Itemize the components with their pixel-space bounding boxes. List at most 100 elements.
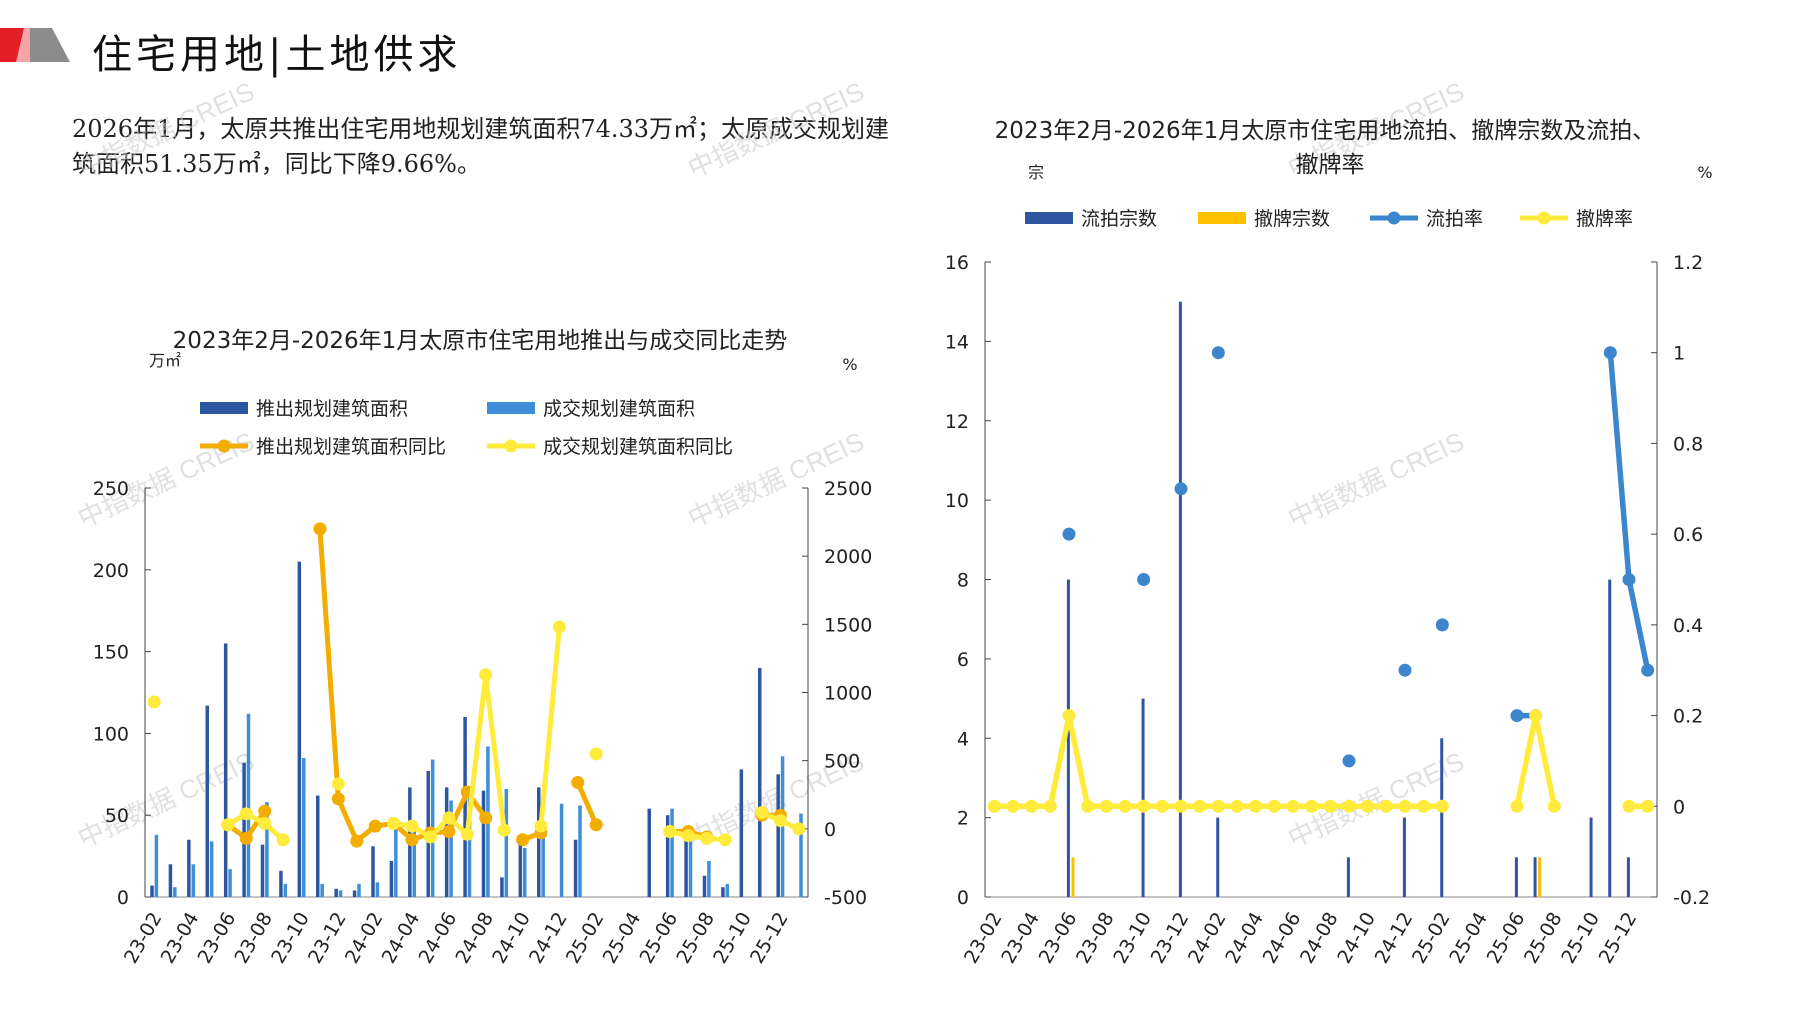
legend-swatch [1025, 212, 1073, 224]
y-tick-left-label: 200 [93, 560, 129, 582]
line-point-1-1 [1137, 799, 1151, 813]
legend-swatch-dot [1387, 211, 1401, 225]
line-point-1-0 [1603, 346, 1617, 360]
bar-0-1 [394, 818, 398, 897]
bar-1-0 [1178, 301, 1182, 897]
chart-title: 2023年2月-2026年1月太原市住宅用地推出与成交同比走势 [173, 328, 788, 354]
line-point-0-1 [755, 805, 769, 819]
line-point-1-1 [1249, 799, 1263, 813]
bar-0-0 [702, 875, 707, 897]
bar-0-0 [352, 890, 357, 897]
line-point-1-0 [1435, 618, 1449, 632]
chart-title: 2023年2月-2026年1月太原市住宅用地流拍、撤牌宗数及流拍、 [995, 118, 1656, 144]
bar-0-0 [647, 808, 652, 897]
line-point-1-0 [1641, 663, 1655, 677]
y-tick-right-label: 0.6 [1673, 524, 1703, 546]
line-point-1-1 [1529, 709, 1543, 723]
bar-0-0 [150, 885, 154, 897]
bar-0-0 [279, 870, 283, 897]
line-point-1-1 [1323, 799, 1337, 813]
y-tick-right-label: 0.8 [1673, 433, 1703, 455]
bar-0-0 [463, 717, 467, 897]
bar-0-0 [371, 846, 375, 897]
line-point-1-1 [1547, 799, 1561, 813]
line-point-1-1 [1305, 799, 1319, 813]
chart-title-line2: 撤牌率 [1296, 152, 1365, 178]
line-point-0-1 [221, 818, 235, 832]
legend-label: 推出规划建筑面积 [256, 398, 408, 420]
bar-1-1 [1071, 857, 1075, 897]
y-tick-left-label: 2 [957, 808, 969, 830]
line-segment-1-1 [1066, 712, 1091, 810]
line-point-1-1 [1510, 799, 1524, 813]
bar-0-1 [522, 847, 527, 897]
bar-0-0 [242, 762, 246, 897]
line-segment-1-0 [1626, 576, 1651, 673]
line-point-1-1 [1062, 709, 1076, 723]
y-tick-right-label: -0.2 [1673, 887, 1710, 909]
line-point-1-0 [1622, 573, 1636, 586]
bar-0-1 [320, 883, 324, 897]
y-tick-left-label: 250 [93, 478, 129, 500]
line-point-1-1 [1379, 799, 1393, 813]
line-point-1-0 [1510, 709, 1524, 723]
line-point-1-0 [1398, 663, 1412, 677]
line-point-0-0 [479, 811, 493, 825]
line-point-0-0 [331, 792, 345, 806]
y-tick-left-label: 4 [957, 728, 969, 750]
legend-swatch-dot [504, 439, 518, 453]
y-tick-left-label: 150 [93, 642, 129, 664]
legend-swatch-dot [1537, 211, 1551, 225]
line-point-1-1 [1211, 799, 1225, 813]
line-point-0-1 [479, 668, 493, 682]
line-point-1-1 [1361, 799, 1375, 813]
bar-0-0 [205, 705, 210, 897]
bar-0-0 [537, 787, 541, 897]
line-point-1-1 [1118, 799, 1132, 813]
line-segment-0-1 [464, 672, 489, 837]
line-point-0-1 [552, 620, 566, 634]
bar-1-0 [1514, 857, 1518, 897]
line-point-1-1 [1286, 799, 1300, 813]
line-point-0-1 [276, 833, 290, 847]
bar-0-0 [223, 643, 228, 897]
line-point-1-1 [1025, 799, 1039, 813]
bar-1-0 [1141, 698, 1145, 897]
line-point-0-0 [313, 522, 327, 536]
bar-1-0 [1533, 857, 1537, 897]
bar-0-0 [187, 839, 191, 897]
bar-0-0 [665, 815, 670, 897]
line-point-0-0 [368, 819, 382, 833]
bar-0-0 [721, 887, 725, 897]
line-point-1-1 [1641, 799, 1655, 813]
line-point-1-1 [1099, 799, 1113, 813]
bar-0-1 [283, 883, 288, 897]
y-tick-right-label: 1500 [824, 614, 872, 636]
legend-swatch [487, 402, 535, 414]
bar-1-0 [1066, 579, 1070, 897]
line-point-0-1 [663, 825, 677, 839]
y-tick-left-label: 8 [957, 570, 969, 592]
bar-0-0 [481, 790, 486, 897]
bar-0-1 [246, 713, 251, 897]
y-tick-left-label: 12 [945, 411, 969, 433]
line-point-1-1 [1417, 799, 1431, 813]
page-title: 住宅用地|土地供求 [92, 32, 462, 78]
line-point-0-1 [589, 747, 603, 761]
brand-logo [0, 28, 70, 62]
line-point-0-1 [147, 695, 161, 709]
legend-label: 撤牌率 [1576, 208, 1633, 230]
bar-0-1 [173, 887, 177, 897]
y-axis-left-unit: 万㎡ [149, 351, 181, 370]
line-point-1-1 [987, 799, 1001, 813]
y-tick-right-label: 0.2 [1673, 706, 1703, 728]
line-point-0-0 [516, 833, 530, 847]
x-tick-label: 25-12 [746, 909, 793, 968]
bar-0-1 [799, 813, 803, 897]
legend-label: 流拍率 [1426, 208, 1483, 230]
bar-0-1 [228, 869, 232, 897]
line-point-0-1 [387, 816, 401, 830]
line-point-1-0 [1174, 482, 1188, 496]
bar-0-0 [518, 839, 523, 897]
